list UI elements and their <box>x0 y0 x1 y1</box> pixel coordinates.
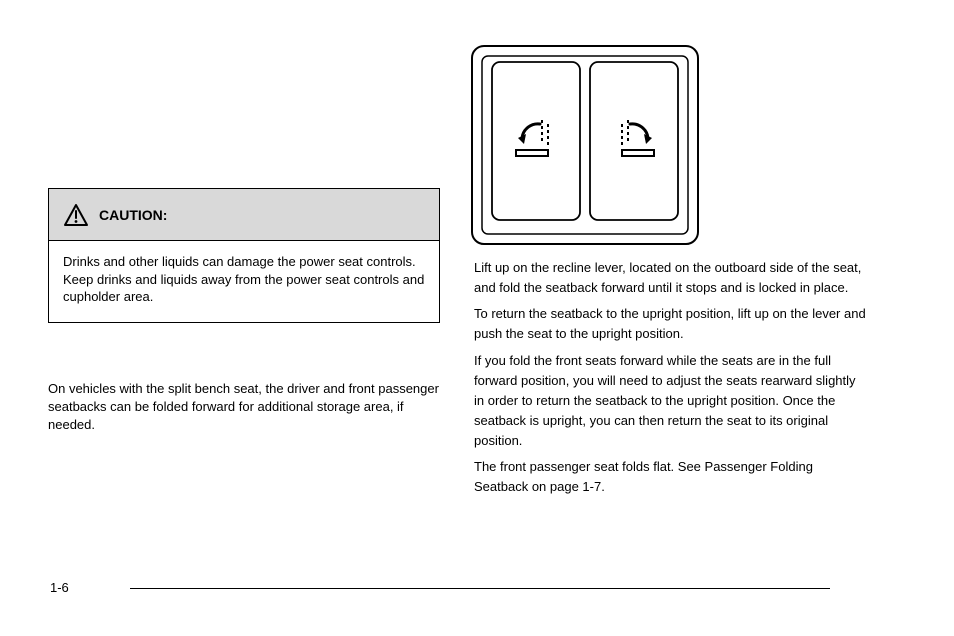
footer-rule <box>130 588 830 589</box>
right-column: Lift up on the recline lever, located on… <box>474 258 866 504</box>
right-p4: The front passenger seat folds flat. See… <box>474 457 866 497</box>
below-caution-paragraph: On vehicles with the split bench seat, t… <box>48 380 440 435</box>
page-number: 1-6 <box>50 580 69 595</box>
caution-body-text: Drinks and other liquids can damage the … <box>49 241 439 322</box>
caution-header: CAUTION: <box>49 189 439 241</box>
caution-box: CAUTION: Drinks and other liquids can da… <box>48 188 440 323</box>
seat-fold-diagram <box>470 44 700 246</box>
right-p2: To return the seatback to the upright po… <box>474 304 866 344</box>
right-p1: Lift up on the recline lever, located on… <box>474 258 866 298</box>
right-p3: If you fold the front seats forward whil… <box>474 351 866 452</box>
warning-triangle-icon <box>63 203 89 227</box>
caution-heading: CAUTION: <box>99 207 167 223</box>
